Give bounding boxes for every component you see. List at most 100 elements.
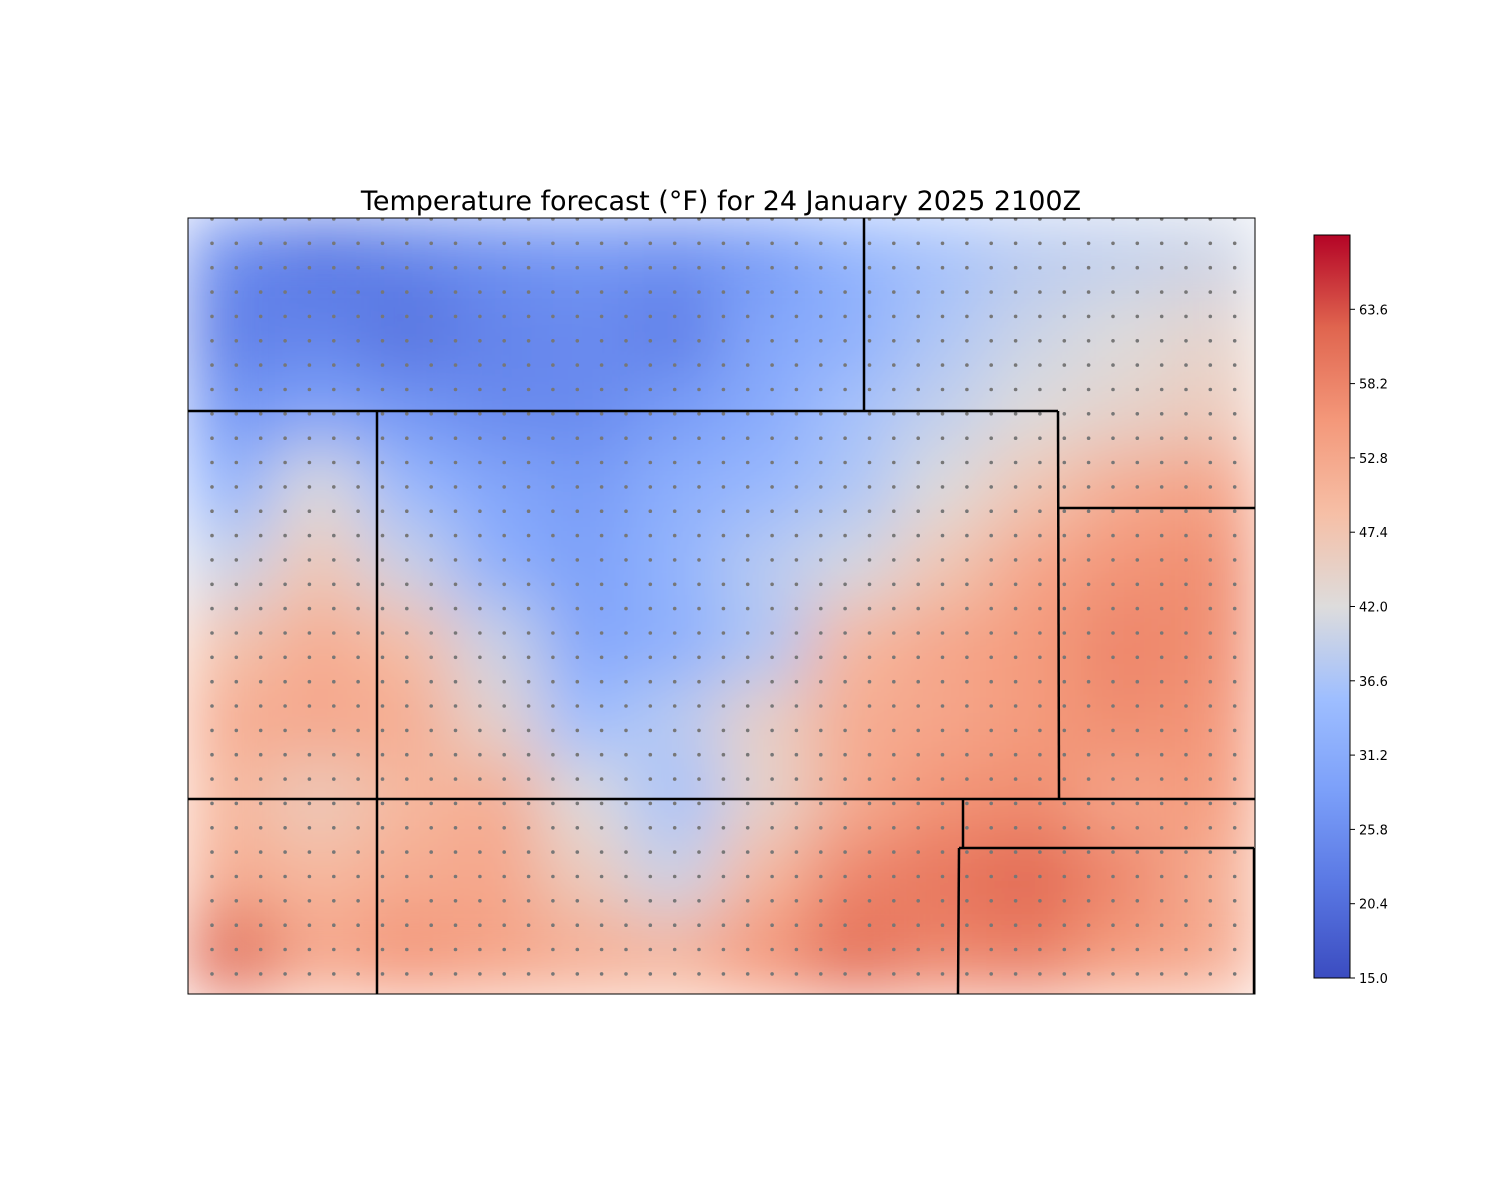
station-dot [1208, 460, 1213, 465]
station-dot [380, 752, 385, 757]
station-dot [1086, 728, 1091, 733]
station-dot [1086, 777, 1091, 781]
station-dot [502, 339, 507, 343]
station-dot [453, 899, 458, 903]
station-dot [672, 218, 677, 221]
station-dot [721, 874, 726, 879]
temperature-cell [986, 604, 1080, 686]
station-dot [526, 874, 531, 879]
station-dot [1159, 582, 1164, 587]
station-dot [1111, 704, 1115, 708]
station-dot [453, 655, 458, 660]
station-dot [210, 704, 214, 708]
station-dot [307, 460, 312, 465]
station-dot [551, 899, 555, 903]
temperature-cell [808, 526, 902, 608]
station-dot [794, 850, 799, 854]
station-dot [940, 387, 945, 392]
station-dot [697, 290, 701, 294]
station-dot [526, 947, 531, 952]
station-dot [453, 265, 458, 270]
station-dot [1111, 777, 1115, 781]
station-dot [1111, 265, 1115, 270]
station-dot [502, 923, 507, 927]
station-dot [1038, 314, 1042, 319]
station-dot [429, 752, 434, 757]
station-dot [697, 436, 701, 441]
station-dot [721, 923, 726, 927]
station-dot [794, 387, 799, 392]
station-dot [210, 460, 214, 465]
station-dot [1062, 509, 1067, 513]
station-dot [1232, 679, 1237, 684]
station-dot [283, 826, 287, 830]
station-dot [1184, 460, 1188, 465]
station-dot [1086, 923, 1091, 927]
temperature-cell [986, 218, 1080, 298]
station-dot [1159, 387, 1164, 392]
station-dot [210, 874, 214, 879]
station-dot [429, 899, 434, 903]
station-dot [1013, 533, 1018, 538]
station-dot [989, 752, 993, 757]
station-dot [405, 923, 409, 927]
station-dot [380, 826, 385, 830]
temperature-cell [188, 604, 279, 686]
station-dot [1111, 485, 1115, 489]
station-dot [210, 947, 214, 952]
station-dot [770, 777, 774, 781]
station-dot [307, 947, 312, 952]
station-dot [697, 485, 701, 489]
station-dot [819, 704, 823, 708]
station-dot [405, 363, 409, 367]
station-dot [745, 290, 750, 294]
station-dot [1208, 533, 1213, 538]
station-dot [283, 436, 287, 441]
station-dot [843, 509, 847, 513]
station-dot [1038, 923, 1042, 927]
station-dot [648, 777, 653, 781]
station-dot [843, 826, 847, 830]
station-dot [405, 582, 409, 587]
station-dot [283, 485, 287, 489]
station-dot [405, 241, 409, 246]
station-dot [356, 679, 360, 684]
station-dot [1208, 314, 1213, 319]
station-dot [380, 947, 385, 952]
station-dot [1086, 679, 1091, 684]
station-dot [843, 679, 847, 684]
station-dot [526, 899, 531, 903]
station-dot [356, 265, 360, 270]
station-dot [819, 679, 823, 684]
station-dot [672, 655, 677, 660]
station-dot [1208, 704, 1213, 708]
temperature-cell [808, 448, 902, 531]
station-dot [624, 558, 628, 562]
station-dot [1111, 850, 1115, 854]
station-dot [1184, 826, 1188, 830]
station-dot [1208, 850, 1213, 854]
station-dot [405, 631, 409, 635]
station-dot [745, 533, 750, 538]
station-dot [258, 436, 263, 441]
station-dot [721, 387, 726, 392]
station-dot [380, 265, 385, 270]
station-dot [819, 728, 823, 733]
station-dot [1135, 241, 1140, 246]
station-dot [1111, 290, 1115, 294]
station-dot [1159, 777, 1164, 781]
station-dot [648, 972, 653, 976]
state-boundaries [188, 218, 1256, 995]
station-dot [1208, 972, 1213, 976]
station-dot [1111, 582, 1115, 587]
station-dot [258, 485, 263, 489]
temperature-cell [452, 526, 546, 608]
station-dot [551, 460, 555, 465]
station-dot [380, 923, 385, 927]
station-dot [989, 655, 993, 660]
station-dot [429, 412, 434, 416]
station-dot [478, 558, 482, 562]
station-dot [1184, 655, 1188, 660]
station-dot [575, 485, 580, 489]
station-dot [892, 655, 896, 660]
